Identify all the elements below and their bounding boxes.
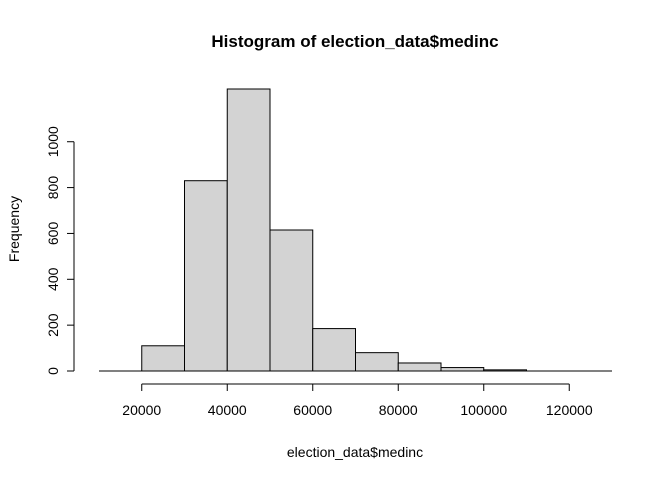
x-axis: 20000 40000 60000 80000 100000 120000: [122, 383, 593, 418]
histogram-bar: [269, 229, 314, 372]
y-tick-label: 800: [45, 176, 61, 200]
x-tick-label: 60000: [293, 402, 332, 418]
x-axis-label: election_data$medinc: [287, 444, 423, 460]
y-tick-label: 1000: [45, 126, 61, 157]
x-tick-label: 120000: [546, 402, 593, 418]
histogram-bar: [141, 345, 185, 372]
x-tick-label: 100000: [460, 402, 507, 418]
y-axis-label: Frequency: [6, 196, 22, 262]
x-tick-label: 40000: [208, 402, 247, 418]
histogram-bar: [440, 367, 485, 372]
chart-title: Histogram of election_data$medinc: [211, 32, 498, 51]
histogram-bar: [355, 352, 399, 372]
histogram-bar: [312, 328, 356, 372]
x-tick-label: 80000: [379, 402, 418, 418]
histogram-bars: [141, 88, 527, 372]
histogram-bar: [397, 362, 442, 372]
x-tick-label: 20000: [122, 402, 161, 418]
y-tick-label: 200: [45, 313, 61, 337]
y-axis: 0 200 400 600 800 1000: [45, 126, 75, 375]
y-tick-label: 400: [45, 267, 61, 291]
y-tick-label: 600: [45, 222, 61, 246]
y-tick-label: 0: [45, 367, 61, 375]
histogram-bar: [184, 180, 228, 372]
histogram-bar: [226, 88, 271, 372]
